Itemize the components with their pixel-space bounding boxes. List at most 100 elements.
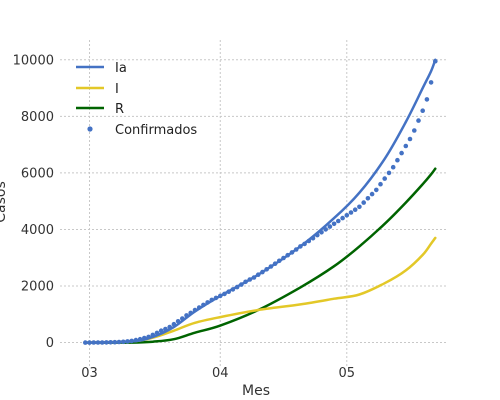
data-point-confirmados — [268, 264, 274, 269]
y-tick-label: 8000 — [21, 110, 54, 125]
y-tick-label: 0 — [46, 336, 54, 351]
data-point-confirmados — [142, 335, 147, 341]
data-point-confirmados — [260, 269, 265, 275]
data-point-confirmados — [251, 275, 257, 280]
data-point-confirmados — [331, 221, 337, 227]
data-point-confirmados — [192, 307, 198, 313]
data-point-confirmados — [315, 232, 320, 238]
data-point-confirmados — [310, 235, 316, 241]
y-tick-label: 10000 — [13, 53, 54, 68]
data-point-confirmados — [188, 310, 193, 316]
data-point-confirmados — [403, 143, 409, 149]
x-tick-labels: 03 04 05 — [81, 366, 355, 381]
data-point-confirmados — [213, 295, 219, 301]
data-point-confirmados — [382, 176, 388, 181]
data-point-confirmados — [171, 321, 177, 327]
data-point-confirmados — [386, 170, 392, 176]
data-point-confirmados — [184, 313, 189, 318]
series-line-r — [84, 167, 437, 344]
data-point-confirmados — [201, 302, 206, 308]
data-point-confirmados — [205, 300, 210, 305]
data-point-confirmados — [125, 339, 130, 344]
data-point-confirmados — [112, 339, 118, 345]
x-tick-label: 04 — [212, 366, 229, 381]
legend-label-confirmados: Confirmados — [115, 123, 197, 138]
data-point-confirmados — [116, 339, 122, 345]
legend-marker-confirmados — [87, 126, 93, 132]
data-point-confirmados — [395, 157, 400, 163]
data-point-confirmados — [369, 191, 375, 197]
data-point-confirmados — [433, 58, 438, 64]
data-point-confirmados — [180, 316, 185, 321]
data-point-confirmados — [175, 319, 181, 324]
x-tick-label: 05 — [339, 366, 356, 381]
data-point-confirmados — [293, 247, 299, 252]
data-point-confirmados — [99, 340, 105, 345]
series-group — [83, 58, 438, 345]
legend-label-r: R — [115, 102, 124, 117]
data-point-confirmados — [196, 305, 202, 310]
data-point-confirmados — [420, 108, 426, 113]
data-point-confirmados — [163, 326, 168, 332]
data-point-confirmados — [87, 340, 92, 345]
legend-label-i: I — [115, 82, 119, 97]
data-point-confirmados — [327, 224, 333, 229]
data-point-confirmados — [272, 261, 278, 267]
data-point-confirmados — [399, 150, 404, 156]
data-point-confirmados — [289, 250, 295, 255]
y-tick-label: 2000 — [21, 280, 54, 295]
data-point-confirmados — [230, 287, 236, 292]
data-point-confirmados — [407, 136, 413, 142]
legend: Ia I R Confirmados — [76, 61, 197, 138]
data-point-confirmados — [121, 339, 126, 345]
data-point-confirmados — [108, 340, 113, 345]
data-point-confirmados — [306, 238, 312, 244]
data-point-confirmados — [336, 218, 341, 224]
y-tick-label: 4000 — [21, 223, 54, 238]
x-axis-label: Mes — [242, 383, 270, 399]
data-point-confirmados — [129, 338, 134, 344]
data-point-confirmados — [319, 230, 324, 235]
data-point-confirmados — [222, 291, 227, 297]
data-point-confirmados — [154, 330, 160, 336]
data-point-confirmados — [344, 213, 350, 218]
data-point-confirmados — [146, 334, 151, 340]
data-point-confirmados — [243, 279, 248, 285]
data-point-confirmados — [218, 293, 223, 299]
data-point-confirmados — [209, 297, 215, 303]
data-point-confirmados — [340, 215, 345, 221]
data-point-confirmados — [361, 200, 367, 205]
data-point-confirmados — [247, 277, 253, 282]
data-point-confirmados — [416, 118, 421, 123]
data-point-confirmados — [302, 241, 307, 247]
data-point-confirmados — [133, 337, 139, 343]
data-point-confirmados — [348, 210, 354, 215]
y-axis-label: Casos — [0, 181, 9, 223]
data-point-confirmados — [226, 289, 231, 295]
data-point-confirmados — [357, 204, 362, 210]
data-point-confirmados — [104, 340, 109, 345]
data-point-confirmados — [428, 80, 434, 85]
data-point-confirmados — [323, 227, 329, 232]
data-point-confirmados — [239, 282, 244, 287]
x-tick-label: 03 — [81, 366, 98, 381]
data-point-confirmados — [374, 187, 379, 193]
data-point-confirmados — [95, 340, 101, 345]
data-point-confirmados — [158, 328, 164, 334]
data-point-confirmados — [390, 164, 396, 170]
data-point-confirmados — [277, 258, 282, 264]
data-point-confirmados — [137, 336, 143, 342]
data-point-confirmados — [378, 181, 383, 187]
y-tick-labels: 0 2000 4000 6000 8000 10000 — [13, 53, 54, 351]
data-point-confirmados — [255, 272, 261, 278]
data-point-confirmados — [150, 332, 156, 338]
data-point-confirmados — [412, 128, 417, 133]
series-line-i — [84, 236, 437, 344]
legend-label-ia: Ia — [115, 61, 127, 76]
data-point-confirmados — [234, 284, 240, 290]
data-point-confirmados — [365, 196, 371, 201]
series-line-ia — [84, 58, 437, 344]
data-point-confirmados — [352, 207, 358, 212]
data-point-confirmados — [281, 255, 286, 261]
